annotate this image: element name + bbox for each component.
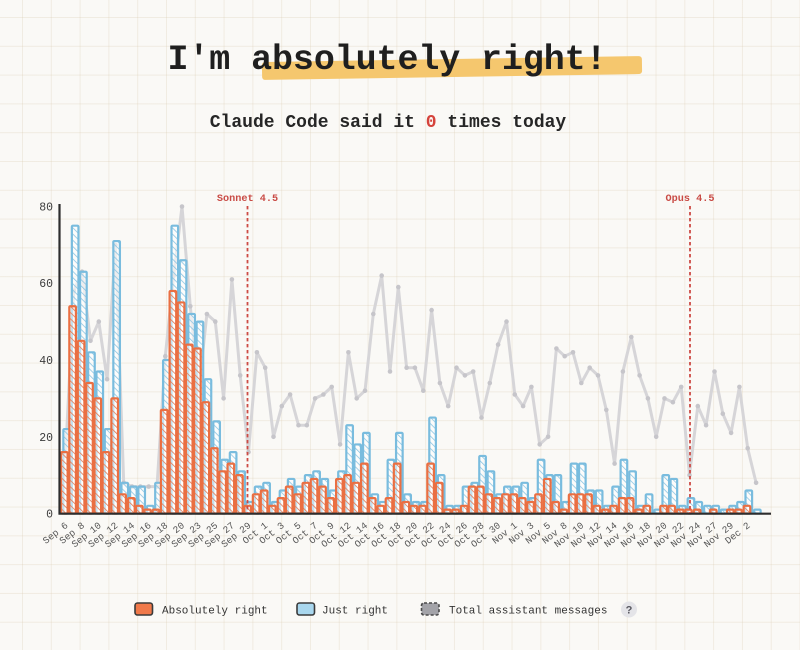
svg-text:Total assistant messages: Total assistant messages (449, 606, 607, 618)
svg-text:Sonnet 4.5: Sonnet 4.5 (217, 194, 278, 205)
svg-text:20: 20 (39, 432, 53, 445)
svg-text:Opus 4.5: Opus 4.5 (666, 194, 715, 205)
svg-text:0: 0 (46, 509, 53, 522)
svg-text:40: 40 (39, 355, 53, 368)
svg-text:Just right: Just right (322, 606, 388, 618)
svg-text:Absolutely right: Absolutely right (162, 606, 268, 618)
svg-text:?: ? (626, 606, 633, 618)
svg-text:60: 60 (39, 278, 53, 291)
svg-text:80: 80 (39, 202, 53, 215)
